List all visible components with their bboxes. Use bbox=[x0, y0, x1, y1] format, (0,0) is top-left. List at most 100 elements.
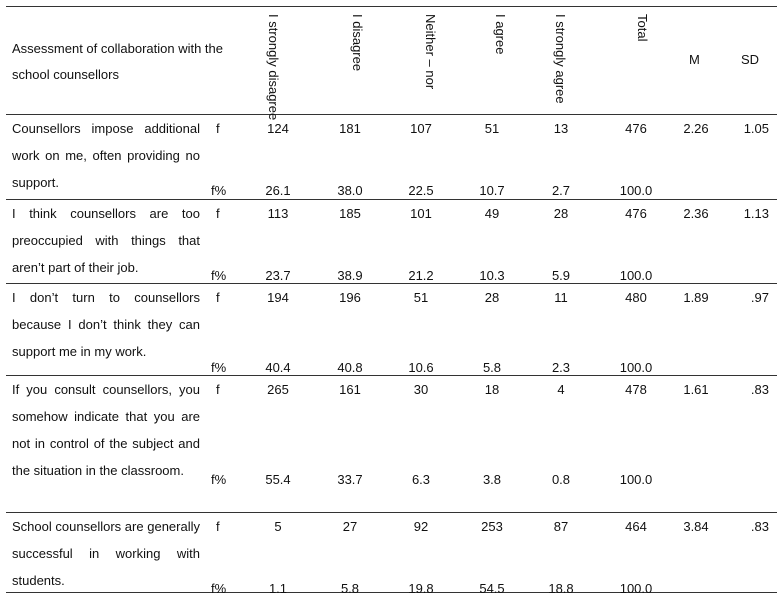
frequency-cell: 28 bbox=[553, 206, 569, 221]
frequency-cell: 181 bbox=[339, 121, 361, 136]
frequency-cell: 28 bbox=[484, 290, 500, 305]
percent-cell: 0.8 bbox=[551, 472, 571, 487]
frequency-cell: 92 bbox=[413, 519, 429, 534]
percent-cell: 21.2 bbox=[408, 268, 434, 283]
frequency-cell: 4 bbox=[557, 382, 565, 397]
table-top-rule bbox=[6, 6, 777, 7]
row-statement: I think counsellors are too preoccupied … bbox=[12, 206, 200, 275]
header-strongly-disagree: I strongly disagree bbox=[266, 14, 281, 121]
sd-cell: .83 bbox=[750, 382, 769, 397]
mean-cell: 2.26 bbox=[683, 121, 709, 136]
percent-cell: 38.0 bbox=[337, 183, 363, 198]
percent-cell: 100.0 bbox=[619, 472, 653, 487]
frequency-cell: 5 bbox=[274, 519, 282, 534]
sd-cell: 1.13 bbox=[743, 206, 769, 221]
percent-cell: 19.8 bbox=[408, 581, 434, 596]
frequency-cell: 253 bbox=[481, 519, 503, 534]
header-disagree: I disagree bbox=[350, 14, 365, 72]
frequency-cell: 480 bbox=[625, 290, 647, 305]
row-statement: School counsellors are generally success… bbox=[12, 519, 200, 588]
percent-cell: 38.9 bbox=[337, 268, 363, 283]
percent-cell: 10.3 bbox=[479, 268, 505, 283]
header-strongly-agree: I strongly agree bbox=[553, 14, 568, 104]
frequency-cell: 124 bbox=[267, 121, 289, 136]
percent-cell: 55.4 bbox=[265, 472, 291, 487]
row-divider bbox=[6, 512, 777, 513]
frequency-cell: 113 bbox=[267, 206, 289, 221]
header-title: Assessment of collaboration with the sch… bbox=[12, 41, 223, 82]
header-bottom-rule bbox=[6, 114, 777, 115]
frequency-cell: 51 bbox=[413, 290, 429, 305]
percent-cell: 33.7 bbox=[337, 472, 363, 487]
percent-cell: 26.1 bbox=[265, 183, 291, 198]
row-divider bbox=[6, 283, 777, 284]
header-sd: SD bbox=[741, 52, 760, 67]
frequency-cell: 265 bbox=[267, 382, 289, 397]
frequency-cell: 18 bbox=[484, 382, 500, 397]
header-m: M bbox=[689, 52, 700, 67]
percent-cell: 100.0 bbox=[619, 183, 653, 198]
mean-cell: 3.84 bbox=[683, 519, 709, 534]
table-bottom-rule bbox=[6, 592, 777, 593]
frequency-cell: 478 bbox=[625, 382, 647, 397]
frequency-cell: 107 bbox=[410, 121, 432, 136]
row-fp-label: f% bbox=[211, 581, 227, 596]
frequency-cell: 196 bbox=[339, 290, 361, 305]
row-statement: I don’t turn to counsellors because I do… bbox=[12, 290, 200, 359]
sd-cell: .97 bbox=[750, 290, 769, 305]
percent-cell: 100.0 bbox=[619, 581, 653, 596]
row-f-label: f bbox=[216, 206, 220, 221]
percent-cell: 5.8 bbox=[340, 581, 360, 596]
sd-cell: .83 bbox=[750, 519, 769, 534]
frequency-cell: 11 bbox=[554, 290, 568, 305]
percent-cell: 6.3 bbox=[411, 472, 431, 487]
frequency-cell: 161 bbox=[339, 382, 361, 397]
percent-cell: 2.7 bbox=[551, 183, 571, 198]
percent-cell: 40.4 bbox=[265, 360, 291, 375]
percent-cell: 40.8 bbox=[337, 360, 363, 375]
percent-cell: 5.8 bbox=[482, 360, 502, 375]
row-divider bbox=[6, 375, 777, 376]
percent-cell: 100.0 bbox=[619, 268, 653, 283]
percent-cell: 54.5 bbox=[479, 581, 505, 596]
row-statement: If you consult counsellors, you somehow … bbox=[12, 382, 200, 478]
percent-cell: 10.6 bbox=[408, 360, 434, 375]
percent-cell: 3.8 bbox=[482, 472, 502, 487]
header-agree: I agree bbox=[493, 14, 508, 55]
header-total: Total bbox=[635, 14, 650, 42]
mean-cell: 1.89 bbox=[683, 290, 709, 305]
row-f-label: f bbox=[216, 519, 220, 534]
percent-cell: 10.7 bbox=[479, 183, 505, 198]
mean-cell: 2.36 bbox=[683, 206, 709, 221]
frequency-cell: 51 bbox=[484, 121, 500, 136]
frequency-cell: 101 bbox=[410, 206, 432, 221]
percent-cell: 2.3 bbox=[551, 360, 571, 375]
mean-cell: 1.61 bbox=[683, 382, 709, 397]
row-statement: Counsellors impose additional work on me… bbox=[12, 121, 200, 190]
percent-cell: 100.0 bbox=[619, 360, 653, 375]
sd-cell: 1.05 bbox=[743, 121, 769, 136]
frequency-cell: 13 bbox=[553, 121, 569, 136]
row-fp-label: f% bbox=[211, 360, 227, 375]
percent-cell: 22.5 bbox=[408, 183, 434, 198]
row-f-label: f bbox=[216, 382, 220, 397]
row-divider bbox=[6, 199, 777, 200]
frequency-cell: 194 bbox=[267, 290, 289, 305]
row-f-label: f bbox=[216, 121, 220, 136]
frequency-cell: 27 bbox=[342, 519, 358, 534]
frequency-cell: 49 bbox=[484, 206, 500, 221]
frequency-cell: 87 bbox=[553, 519, 569, 534]
percent-cell: 5.9 bbox=[551, 268, 571, 283]
frequency-cell: 185 bbox=[339, 206, 361, 221]
frequency-cell: 30 bbox=[413, 382, 429, 397]
frequency-cell: 476 bbox=[625, 206, 647, 221]
row-f-label: f bbox=[216, 290, 220, 305]
row-fp-label: f% bbox=[211, 183, 227, 198]
percent-cell: 18.8 bbox=[548, 581, 574, 596]
header-neither-nor: Neither – nor bbox=[423, 14, 438, 90]
row-fp-label: f% bbox=[211, 472, 227, 487]
percent-cell: 23.7 bbox=[265, 268, 291, 283]
frequency-cell: 476 bbox=[625, 121, 647, 136]
percent-cell: 1.1 bbox=[268, 581, 288, 596]
frequency-cell: 464 bbox=[625, 519, 647, 534]
